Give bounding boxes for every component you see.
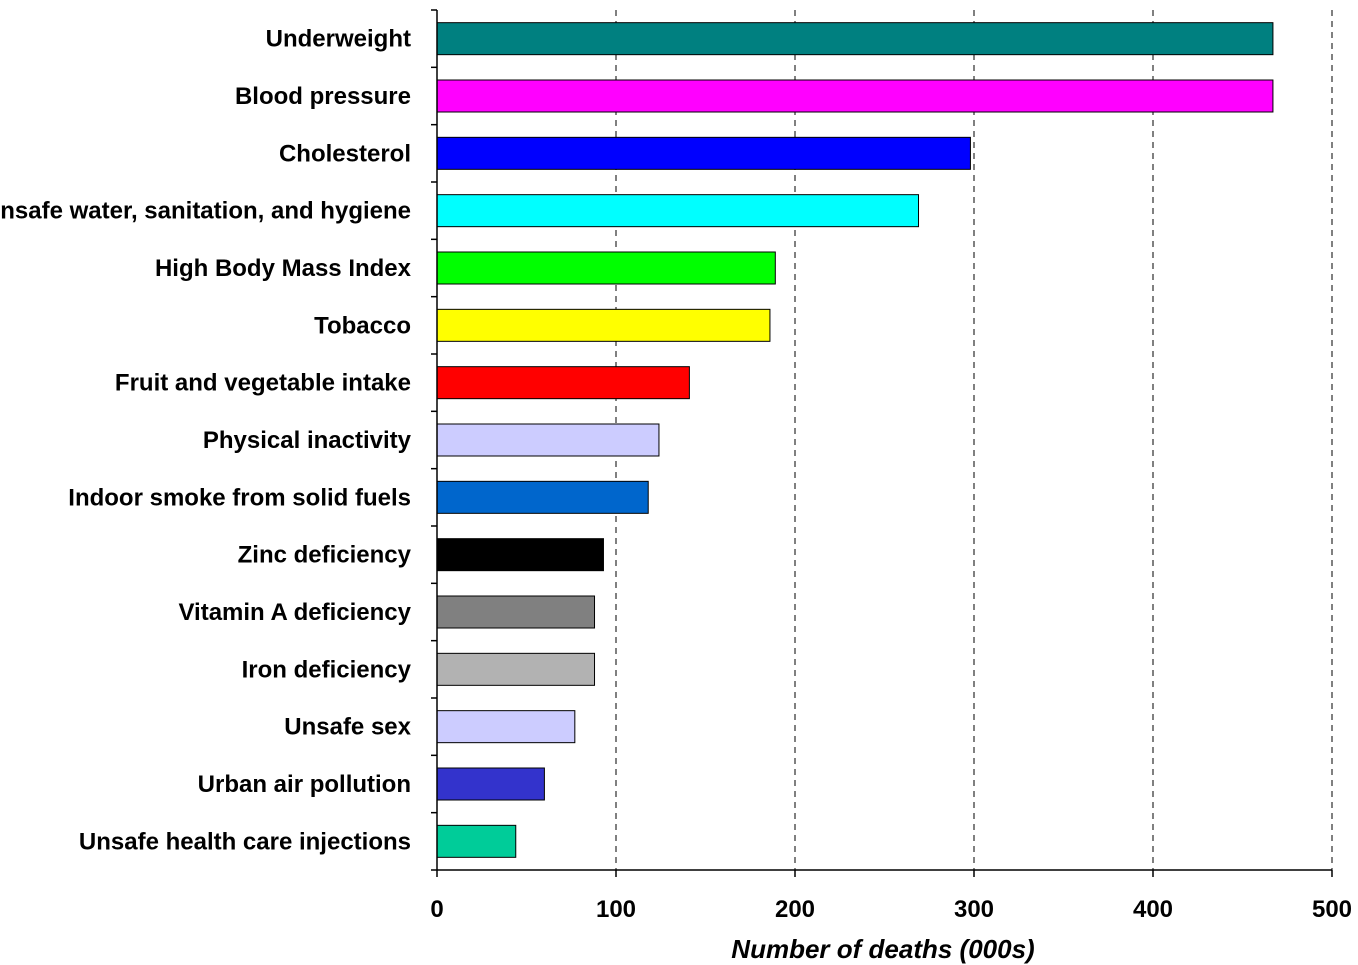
x-tick-label-400: 400 bbox=[1133, 896, 1173, 923]
category-labels: Underweight Blood pressure Cholesterol Unsa… bbox=[0, 26, 412, 856]
category-label-2: Cholesterol bbox=[279, 140, 411, 167]
x-tick-label-200: 200 bbox=[775, 896, 815, 923]
x-tick-label-500: 500 bbox=[1312, 896, 1352, 923]
bar-7 bbox=[436, 423, 660, 457]
category-label-3: Unsafe water, sanitation, and hygiene bbox=[0, 198, 411, 225]
category-label-7: Physical inactivity bbox=[203, 427, 412, 454]
x-tick-label-0: 0 bbox=[430, 896, 443, 923]
bar-4 bbox=[436, 251, 776, 285]
bar-3 bbox=[436, 194, 920, 228]
bar-14 bbox=[436, 824, 517, 858]
bar-8 bbox=[436, 480, 649, 514]
category-label-5: Tobacco bbox=[314, 312, 411, 339]
category-label-14: Unsafe health care injections bbox=[79, 828, 411, 855]
category-label-13: Urban air pollution bbox=[198, 771, 411, 798]
category-label-6: Fruit and vegetable intake bbox=[115, 370, 411, 397]
axes bbox=[431, 9, 1333, 877]
bar-13 bbox=[436, 767, 545, 801]
category-label-0: Underweight bbox=[266, 26, 411, 53]
category-label-10: Vitamin A deficiency bbox=[178, 599, 411, 626]
category-label-8: Indoor smoke from solid fuels bbox=[68, 484, 411, 511]
bars bbox=[436, 22, 1274, 858]
bar-6 bbox=[436, 366, 690, 400]
category-label-4: High Body Mass Index bbox=[155, 255, 412, 282]
category-label-12: Unsafe sex bbox=[284, 714, 411, 741]
x-tick-label-300: 300 bbox=[954, 896, 994, 923]
category-label-1: Blood pressure bbox=[235, 83, 411, 110]
bar-11 bbox=[436, 652, 596, 686]
bar-10 bbox=[436, 595, 596, 629]
bar-5 bbox=[436, 308, 771, 342]
category-label-9: Zinc deficiency bbox=[238, 542, 412, 569]
bar-0 bbox=[436, 22, 1274, 56]
bar-1 bbox=[436, 79, 1274, 113]
x-tick-labels: 0 100 200 300 400 500 bbox=[430, 896, 1352, 923]
x-axis-title: Number of deaths (000s) bbox=[731, 934, 1034, 964]
bar-12 bbox=[436, 710, 576, 744]
category-label-11: Iron deficiency bbox=[242, 656, 412, 683]
x-tick-label-100: 100 bbox=[596, 896, 636, 923]
bar-2 bbox=[436, 136, 971, 170]
bar-9 bbox=[436, 538, 604, 572]
